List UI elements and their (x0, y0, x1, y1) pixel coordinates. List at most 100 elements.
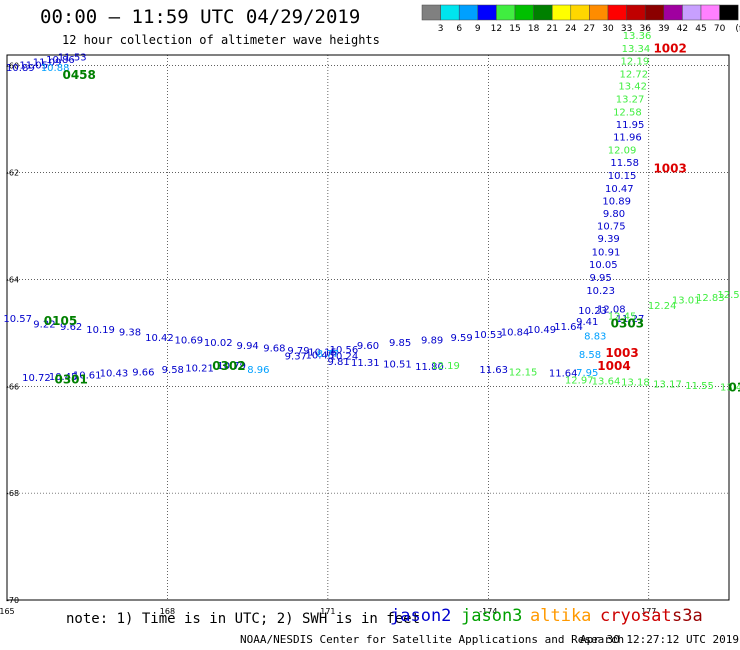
colorbar-label: 24 (565, 24, 577, 34)
y-tick-label: -64 (6, 275, 19, 284)
time-label: 1003 (653, 162, 686, 176)
wave-height-value: 11.64 (554, 322, 583, 333)
wave-height-value: 8.96 (247, 365, 269, 376)
y-tick-label: -62 (6, 169, 19, 178)
wave-height-value: 9.62 (60, 322, 82, 333)
wave-height-value: 13.27 (616, 95, 645, 106)
plot-frame (6, 54, 730, 601)
wave-height-value: 10.21 (185, 363, 214, 374)
legend-cryosat: cryosat (600, 606, 672, 626)
wave-height-value: 10.61 (73, 370, 102, 381)
wave-height-value: 10.47 (605, 184, 634, 195)
wave-height-value: 11.64 (549, 369, 578, 380)
time-label: 0303 (611, 317, 644, 331)
y-tick-label: -68 (6, 489, 19, 498)
wave-height-value: 13.48 (720, 383, 740, 394)
wave-height-value: 12.19 (621, 57, 650, 68)
wave-height-value: 10.89 (6, 63, 35, 74)
grid (7, 55, 729, 600)
wave-height-value: 11.55 (685, 381, 714, 392)
wave-height-value: 10.02 (204, 338, 233, 349)
colorbar-swatch (719, 4, 739, 21)
time-label: 1004 (597, 359, 630, 373)
wave-height-value: 9.66 (132, 368, 154, 379)
colorbar-swatch (682, 4, 702, 21)
wave-height-value: 9.39 (598, 234, 620, 245)
wave-height-value: 12.55 (717, 290, 740, 301)
y-axis-ticks: -60 -62 -64 -66 -68 -70 (6, 62, 19, 605)
colorbar-swatch (496, 4, 516, 21)
wave-height-value: 11.96 (613, 132, 642, 143)
wave-height-value: 9.80 (603, 209, 625, 220)
colorbar-unit: (ft) (735, 24, 740, 34)
wave-height-value: 13.17 (653, 379, 682, 390)
colorbar-swatch (440, 4, 460, 21)
wave-height-value: 13.42 (618, 82, 647, 93)
wave-height-value: 10.19 (86, 325, 115, 336)
wave-height-value: 10.24 (330, 352, 359, 363)
colorbar-swatch (551, 4, 572, 21)
wave-height-value: 10.43 (100, 369, 129, 380)
wave-height-value: 11.63 (479, 365, 508, 376)
wave-height-value: 12.72 (619, 69, 648, 80)
y-tick-label: -70 (6, 596, 19, 605)
colorbar-swatch (458, 4, 479, 21)
legend-s3a: s3a (672, 606, 703, 626)
colorbar-label: 6 (456, 24, 462, 34)
wave-height-value: 10.45 (49, 372, 78, 383)
time-label: 0301 (54, 373, 87, 387)
time-label: 0458 (62, 68, 95, 82)
x-tick-label: -174 (479, 607, 497, 616)
wave-height-value: 10.15 (308, 347, 337, 358)
x-tick-label: 168 (160, 607, 175, 616)
wave-height-value: 10.49 (527, 325, 556, 336)
wave-height-value: 10.15 (608, 171, 637, 182)
legend-jason2: jason2 (390, 606, 452, 626)
wave-height-value: 9.59 (450, 333, 472, 344)
colorbar-swatch (607, 4, 627, 21)
footer-timestamp: Apr 30 12:27:12 UTC 2019 (580, 633, 739, 646)
wave-height-value: 13.01 (672, 295, 701, 306)
time-label: 0107 (728, 381, 740, 395)
wave-height-value: 10.57 (3, 314, 32, 325)
wave-height-value: 11.53 (58, 52, 87, 63)
wave-height-value: 11.27 (616, 314, 645, 325)
wave-height-value: 9.22 (33, 320, 55, 331)
colorbar-label: 12 (491, 24, 502, 34)
wave-height-value: 10.91 (592, 247, 621, 258)
x-tick-label: 177 (641, 607, 656, 616)
colorbar-swatch (514, 4, 534, 21)
wave-height-value: 8.83 (584, 331, 606, 342)
wave-height-value: 10.75 (597, 222, 626, 233)
wave-height-value: 9.95 (590, 273, 612, 284)
colorbar-label: 42 (677, 24, 688, 34)
wave-height-value: 10.23 (578, 306, 607, 317)
colorbar-label: 70 (714, 24, 726, 34)
wave-height-value: 12.97 (565, 376, 594, 387)
wave-height-value: 12.09 (608, 145, 637, 156)
wave-height-value: 12.08 (597, 305, 626, 316)
wave-height-value: 8.77 (317, 349, 339, 360)
wave-height-value: 12.19 (431, 361, 460, 372)
colorbar-swatch (589, 4, 609, 21)
colorbar-swatch (570, 4, 590, 21)
y-tick-label: -66 (6, 382, 19, 391)
colorbar-label: 45 (695, 24, 706, 34)
wave-height-value: 9.68 (263, 344, 285, 355)
colorbar-swatch (477, 4, 497, 21)
wave-height-value: 11.31 (351, 358, 380, 369)
wave-height-value: 9.94 (237, 341, 259, 352)
wave-height-value: 13.34 (622, 44, 651, 55)
chart-title: 00:00 – 11:59 UTC 04/29/2019 (40, 6, 361, 28)
wave-height-value: 11.05 (19, 60, 48, 71)
wave-height-value: 10.84 (501, 328, 530, 339)
wave-height-value: 13.64 (592, 377, 621, 388)
legend-jason3: jason3 (461, 606, 523, 626)
colorbar-swatch (644, 4, 665, 21)
colorbar-swatch (533, 4, 553, 21)
y-tick-label: -60 (6, 62, 19, 71)
wave-height-value: 10.86 (46, 55, 75, 66)
wave-height-value: 10.51 (383, 360, 412, 371)
wave-height-value: 10.05 (589, 260, 618, 271)
